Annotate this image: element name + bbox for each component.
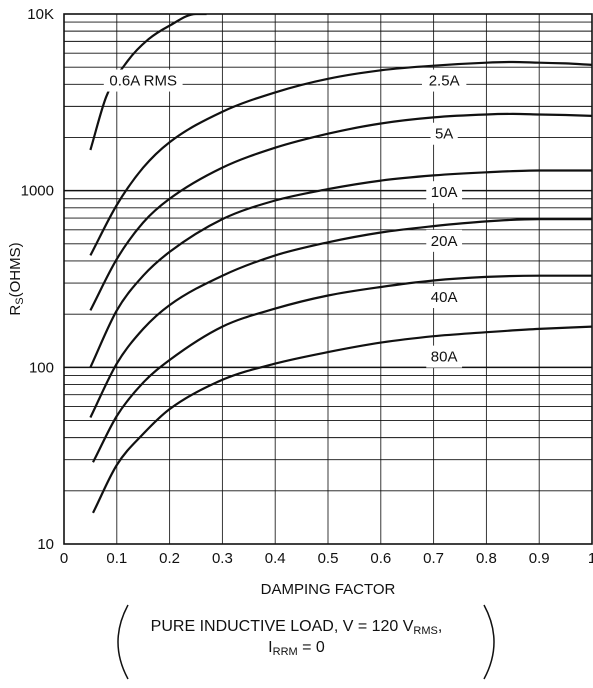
curve-line (89, 169, 592, 368)
x-tick-label: 0.1 (106, 550, 127, 567)
y-tick-label: 1000 (21, 183, 54, 200)
caption-parentheses (117, 604, 495, 680)
curve-label: 0.6A RMS (109, 73, 177, 90)
curve-label: 80A (431, 349, 458, 366)
x-tick-label: 0.8 (476, 550, 497, 567)
grid-lines (64, 14, 592, 544)
caption-line-2: IRRM = 0 (268, 639, 325, 658)
curve-labels: 0.6A RMS 2.5A 5A 10A 20A 40A 80A (103, 69, 467, 368)
curve-label-bg (426, 345, 463, 368)
curve-label-bg (421, 69, 467, 92)
left-parenthesis (117, 604, 129, 680)
curve-label-bg (103, 69, 183, 92)
curve-label-bg (430, 122, 458, 145)
x-tick-label: 0.4 (265, 550, 286, 567)
x-tick-label: 1 (588, 550, 593, 567)
x-tick-labels: 0 0.1 0.2 0.3 0.4 0.5 0.6 0.7 0.8 0.9 1 (60, 550, 593, 567)
curve-label-bg (426, 229, 463, 252)
curve-label: 40A (431, 289, 458, 306)
curve-label: 10A (431, 184, 458, 201)
x-tick-label: 0.5 (318, 550, 339, 567)
curve-line (92, 274, 592, 463)
plot-frame (63, 13, 593, 545)
y-axis-label: RS(OHMS) (7, 242, 26, 315)
caption: PURE INDUCTIVE LOAD, V = 120 VRMS, IRRM … (0, 602, 593, 682)
curve-label-bg (426, 286, 463, 309)
x-tick-label: 0.7 (423, 550, 444, 567)
y-tick-label: 10K (27, 6, 54, 23)
chart: 0 0.1 0.2 0.3 0.4 0.5 0.6 0.7 0.8 0.9 1 1010010001… (7, 6, 593, 598)
curve-label-bg (426, 181, 463, 204)
x-axis-label: DAMPING FACTOR (261, 581, 396, 598)
curve-label: 2.5A (429, 73, 460, 90)
y-tick-label: 10 (37, 536, 54, 553)
right-parenthesis (483, 604, 495, 680)
curve-line (89, 60, 592, 256)
curve-label: 20A (431, 233, 458, 250)
curves (89, 14, 592, 514)
x-tick-label: 0.9 (529, 550, 550, 567)
y-tick-labels: 10 100 1000 10K (21, 6, 54, 553)
curve-label: 5A (435, 126, 453, 143)
x-tick-label: 0.6 (370, 550, 391, 567)
curve-line (92, 325, 592, 514)
x-tick-label: 0.3 (212, 550, 233, 567)
caption-line-1: PURE INDUCTIVE LOAD, V = 120 VRMS, (150, 618, 443, 637)
curve-line (89, 112, 592, 311)
curve-line (89, 14, 207, 151)
curve-line (89, 217, 592, 418)
y-tick-label: 100 (29, 359, 54, 376)
x-tick-label: 0.2 (159, 550, 180, 567)
x-tick-label: 0 (60, 550, 68, 567)
